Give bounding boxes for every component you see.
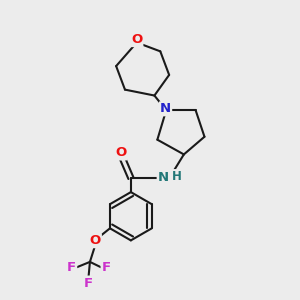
Text: F: F (84, 277, 93, 290)
Text: N: N (160, 102, 171, 115)
Text: F: F (102, 261, 111, 274)
Text: O: O (131, 33, 142, 46)
Text: F: F (67, 261, 76, 274)
Text: O: O (90, 234, 101, 247)
Text: O: O (115, 146, 126, 159)
Text: H: H (172, 170, 182, 183)
Text: N: N (158, 172, 169, 184)
